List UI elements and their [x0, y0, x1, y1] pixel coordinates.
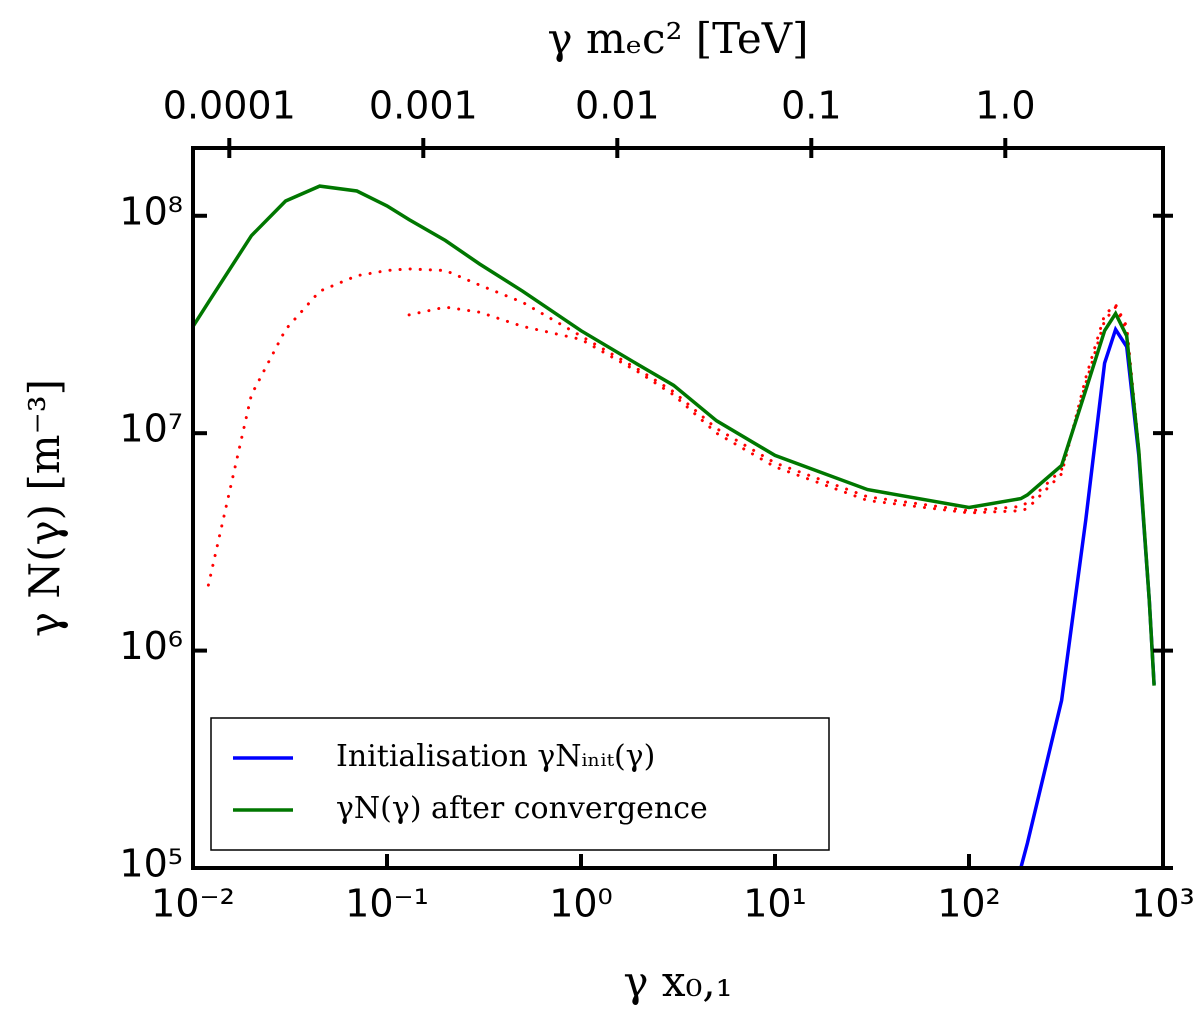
y-tick-label: 10⁸ [119, 189, 183, 233]
x-tick-label: 10³ [1131, 882, 1195, 926]
x-tick-label: 10⁻¹ [345, 882, 429, 926]
series-line [407, 302, 1156, 686]
x-axis-title: γ x₀,₁ [623, 957, 732, 1006]
x2-tick-label: 0.1 [781, 84, 841, 128]
x2-tick-label: 0.001 [369, 84, 478, 128]
x2-tick-label: 1.0 [975, 84, 1035, 128]
x2-axis-title: γ mₑc² [TeV] [548, 14, 809, 63]
y-tick-label: 10⁷ [119, 407, 183, 451]
legend-label: γN(γ) after convergence [336, 791, 708, 826]
y-tick-label: 10⁶ [119, 624, 183, 668]
y-axis-title: γ N(γ) [m⁻³] [20, 379, 69, 637]
plot-frame [191, 146, 1165, 870]
legend-label: Initialisation γNᵢₙᵢₜ(γ) [336, 739, 655, 774]
x-tick-label: 10¹ [743, 882, 807, 926]
legend-box [210, 717, 830, 851]
x-tick-label: 10⁰ [549, 882, 613, 926]
series-line [206, 267, 1156, 686]
x2-tick-label: 0.01 [575, 84, 660, 128]
x-tick-label: 10² [937, 882, 1001, 926]
x-tick-label: 10⁻² [151, 882, 235, 926]
x2-tick-label: 0.0001 [163, 84, 296, 128]
series-line [191, 184, 1156, 686]
y-tick-label: 10⁵ [119, 842, 183, 886]
